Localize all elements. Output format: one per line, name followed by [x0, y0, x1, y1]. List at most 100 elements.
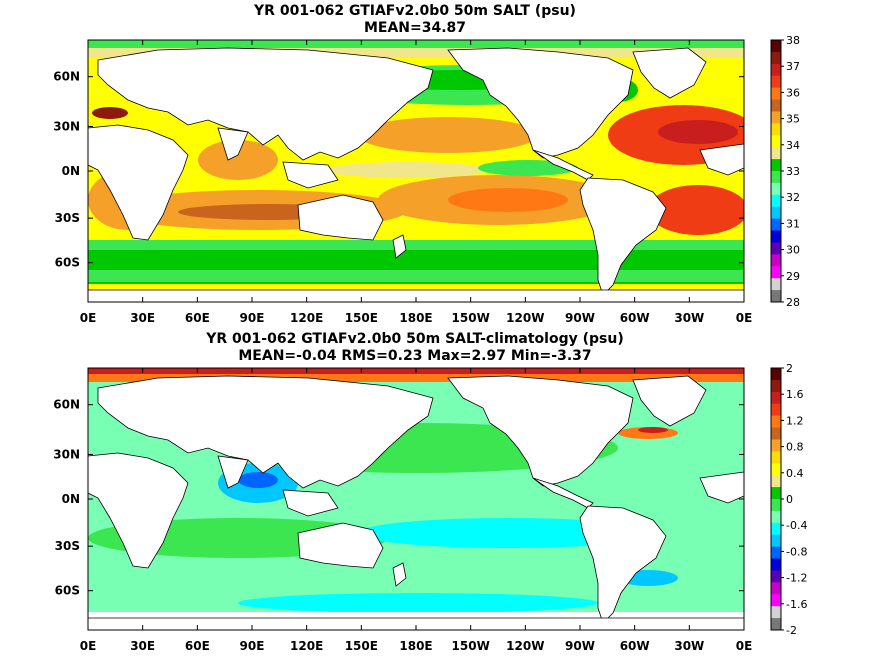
panel2-colorbar-tick-label: 0.8: [786, 441, 804, 454]
panel2-y-tick-label: 30N: [53, 447, 80, 461]
panel2-y-tick-label: 0N: [62, 492, 80, 506]
panel1-colorbar-tick-label: 30: [786, 244, 800, 257]
panel1-colorbar-swatch: [771, 40, 781, 53]
panel1-colorbar-tick-label: 35: [786, 113, 800, 126]
panel2-colorbar-swatch: [771, 451, 781, 464]
panel2-colorbar-swatch: [771, 618, 781, 631]
panel1-colorbar-swatch: [771, 218, 781, 232]
panel2-x-tick-label: 60E: [185, 639, 210, 653]
panel1-colorbar-swatch: [771, 278, 781, 291]
panel2-colorbar-tick-label: -0.8: [786, 545, 807, 558]
panel1-colorbar-swatch: [771, 123, 781, 136]
panel2-y-tick-label: 60S: [55, 584, 80, 598]
panel2-colorbar-swatch: [771, 499, 781, 512]
panel2-colorbar-swatch: [771, 522, 781, 536]
panel2-colorbar-swatch: [771, 594, 781, 607]
panel2-colorbar-swatch: [771, 379, 781, 393]
panel1-colorbar-swatch: [771, 254, 781, 267]
panel1-title-line1: YR 001-062 GTIAFv2.0b0 50m SALT (psu): [254, 3, 576, 19]
panel2-x-tick-label: 30E: [130, 639, 155, 653]
panel1-x-tick-label: 90W: [565, 311, 595, 325]
panel2-colorbar-tick-label: 0: [786, 493, 793, 506]
panel1-x-tick-label: 180E: [399, 311, 432, 325]
panel2-colorbar-tick-label: -2: [786, 624, 797, 637]
panel2-colorbar-swatch: [771, 415, 781, 429]
panel1-x-tick-label: 90E: [240, 311, 265, 325]
panel1-x-tick-label: 120W: [506, 311, 544, 325]
panel1-y-tick-label: 0N: [62, 164, 80, 178]
panel2-x-tick-label: 120W: [506, 639, 544, 653]
panel1-colorbar-swatch: [771, 87, 781, 101]
panel2-colorbar-swatch: [771, 558, 781, 571]
panel1-colorbar-swatch: [771, 242, 781, 255]
panel2-colorbar-swatch: [771, 439, 781, 452]
panel1-colorbar-tick-label: 33: [786, 165, 800, 178]
panel1-map: [88, 40, 744, 302]
panel2-colorbar-swatch: [771, 487, 781, 500]
panel1-y-tick-label: 60S: [55, 256, 80, 270]
panel2-colorbar-tick-label: -1.6: [786, 598, 807, 611]
panel2-map: [88, 368, 744, 630]
panel1-x-tick-label: 0E: [80, 311, 97, 325]
panel1-colorbar-swatch: [771, 194, 781, 208]
panel1-colorbar-tick-label: 28: [786, 296, 800, 309]
panel2-colorbar-swatch: [771, 534, 781, 548]
panel2-x-tick-label: 60W: [620, 639, 650, 653]
panel2-colorbar-swatch: [771, 391, 781, 405]
panel1-x-tick-label: 30E: [130, 311, 155, 325]
panel2-colorbar-swatch: [771, 368, 781, 381]
panel2-x-tick-label: 150W: [452, 639, 490, 653]
panel1-colorbar-tick-label: 29: [786, 270, 800, 283]
panel1-colorbar-swatch: [771, 290, 781, 303]
panel2-colorbar-swatch: [771, 510, 781, 524]
panel1-colorbar-swatch: [771, 51, 781, 65]
panel1-colorbar-tick-label: 32: [786, 191, 800, 204]
panel1-colorbar-swatch: [771, 111, 781, 124]
panel2-x-tick-label: 150E: [345, 639, 378, 653]
panel1-colorbar-swatch: [771, 171, 781, 184]
panel2-title-line1: YR 001-062 GTIAFv2.0b0 50m SALT-climatol…: [206, 331, 624, 347]
panel1-colorbar-swatch: [771, 266, 781, 279]
panel2-colorbar-swatch: [771, 570, 781, 583]
panel2-x-tick-label: 180E: [399, 639, 432, 653]
panel1-colorbar-tick-label: 37: [786, 60, 800, 73]
panel1-y-tick-label: 60N: [53, 70, 80, 84]
panel1-title-line2: MEAN=34.87: [363, 20, 467, 36]
panel1-x-tick-label: 60W: [620, 311, 650, 325]
panel2-colorbar-swatch: [771, 463, 781, 476]
panel1-colorbar-tick-label: 34: [786, 139, 800, 152]
panel1-colorbar-tick-label: 31: [786, 217, 800, 230]
panel1-colorbar-swatch: [771, 206, 781, 220]
panel1-x-tick-label: 30W: [674, 311, 704, 325]
panel2-y-tick-label: 60N: [53, 398, 80, 412]
panel1-colorbar-swatch: [771, 147, 781, 160]
panel1-colorbar-swatch: [771, 135, 781, 148]
panel1-colorbar-swatch: [771, 182, 781, 196]
panel2-x-tick-label: 0E: [736, 639, 753, 653]
panel2-colorbar-swatch: [771, 582, 781, 595]
panel2-colorbar-swatch: [771, 427, 781, 440]
panel1-colorbar-swatch: [771, 99, 781, 112]
panel1-colorbar-swatch: [771, 159, 781, 172]
panel2-title-line2: MEAN=-0.04 RMS=0.23 Max=2.97 Min=-3.37: [238, 348, 592, 364]
panel2-colorbar-tick-label: 1.6: [786, 388, 804, 401]
panel1-x-tick-label: 60E: [185, 311, 210, 325]
panel1-x-tick-label: 150E: [345, 311, 378, 325]
panel2-colorbar-tick-label: -1.2: [786, 572, 807, 585]
panel1-colorbar-tick-label: 36: [786, 86, 800, 99]
panel2-x-tick-label: 30W: [674, 639, 704, 653]
panel2-colorbar-tick-label: 2: [786, 362, 793, 375]
panel2-x-tick-label: 90W: [565, 639, 595, 653]
panel1-x-tick-label: 120E: [290, 311, 323, 325]
panel1-x-tick-label: 0E: [736, 311, 753, 325]
panel1-x-tick-label: 150W: [452, 311, 490, 325]
panel2-colorbar-swatch: [771, 606, 781, 619]
panel2-x-tick-label: 120E: [290, 639, 323, 653]
panel2-colorbar-tick-label: 1.2: [786, 414, 804, 427]
panel2-colorbar-tick-label: 0.4: [786, 467, 804, 480]
panel2-colorbar-swatch: [771, 475, 781, 488]
panel2-colorbar-tick-label: -0.4: [786, 519, 807, 532]
panel2-x-tick-label: 90E: [240, 639, 265, 653]
panel1-colorbar-swatch: [771, 75, 781, 89]
